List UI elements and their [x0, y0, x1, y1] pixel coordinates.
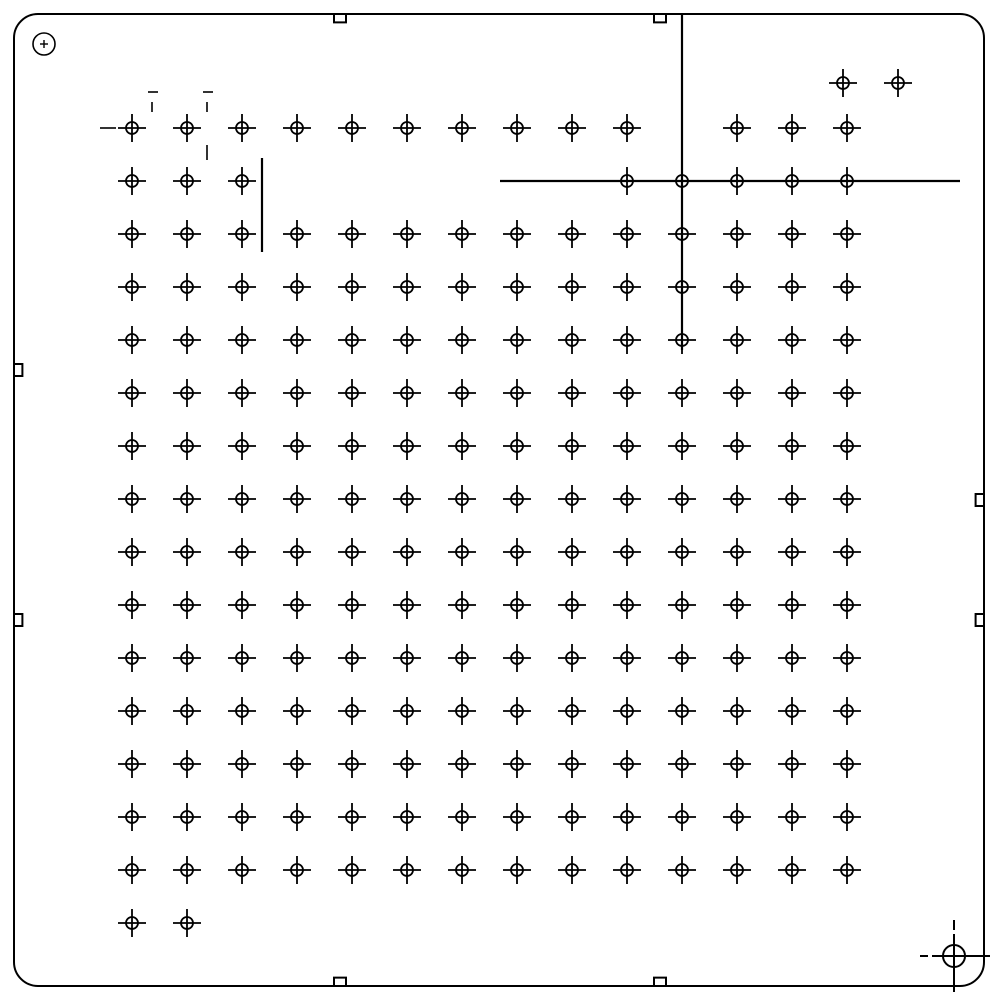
- calibration-plate-diagram: [0, 0, 998, 1000]
